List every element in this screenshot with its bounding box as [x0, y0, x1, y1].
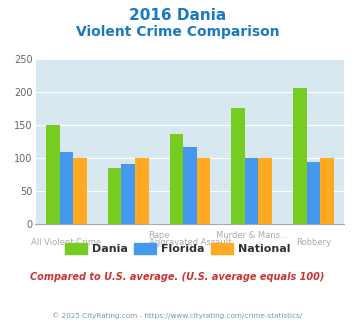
Text: Robbery: Robbery — [296, 238, 331, 247]
Bar — [307, 162, 320, 224]
Text: Murder & Mans...: Murder & Mans... — [216, 231, 288, 240]
Bar — [121, 164, 135, 224]
Bar — [135, 158, 148, 224]
Text: Violent Crime Comparison: Violent Crime Comparison — [76, 25, 279, 39]
Text: 2016 Dania: 2016 Dania — [129, 8, 226, 23]
Bar — [320, 158, 334, 224]
Bar — [73, 158, 87, 224]
Text: Compared to U.S. average. (U.S. average equals 100): Compared to U.S. average. (U.S. average … — [30, 272, 325, 282]
Text: Aggravated Assault: Aggravated Assault — [149, 238, 231, 247]
Bar — [245, 158, 258, 224]
Bar — [46, 125, 60, 224]
Text: © 2025 CityRating.com - https://www.cityrating.com/crime-statistics/: © 2025 CityRating.com - https://www.city… — [53, 312, 302, 318]
Bar — [258, 158, 272, 224]
Text: All Violent Crime: All Violent Crime — [31, 238, 102, 247]
Bar — [108, 168, 121, 224]
Bar — [60, 152, 73, 224]
Bar — [231, 108, 245, 224]
Bar — [183, 147, 197, 224]
Bar — [170, 134, 183, 224]
Text: Rape: Rape — [148, 231, 170, 240]
Bar — [293, 88, 307, 224]
Bar — [197, 158, 210, 224]
Legend: Dania, Florida, National: Dania, Florida, National — [60, 238, 295, 258]
